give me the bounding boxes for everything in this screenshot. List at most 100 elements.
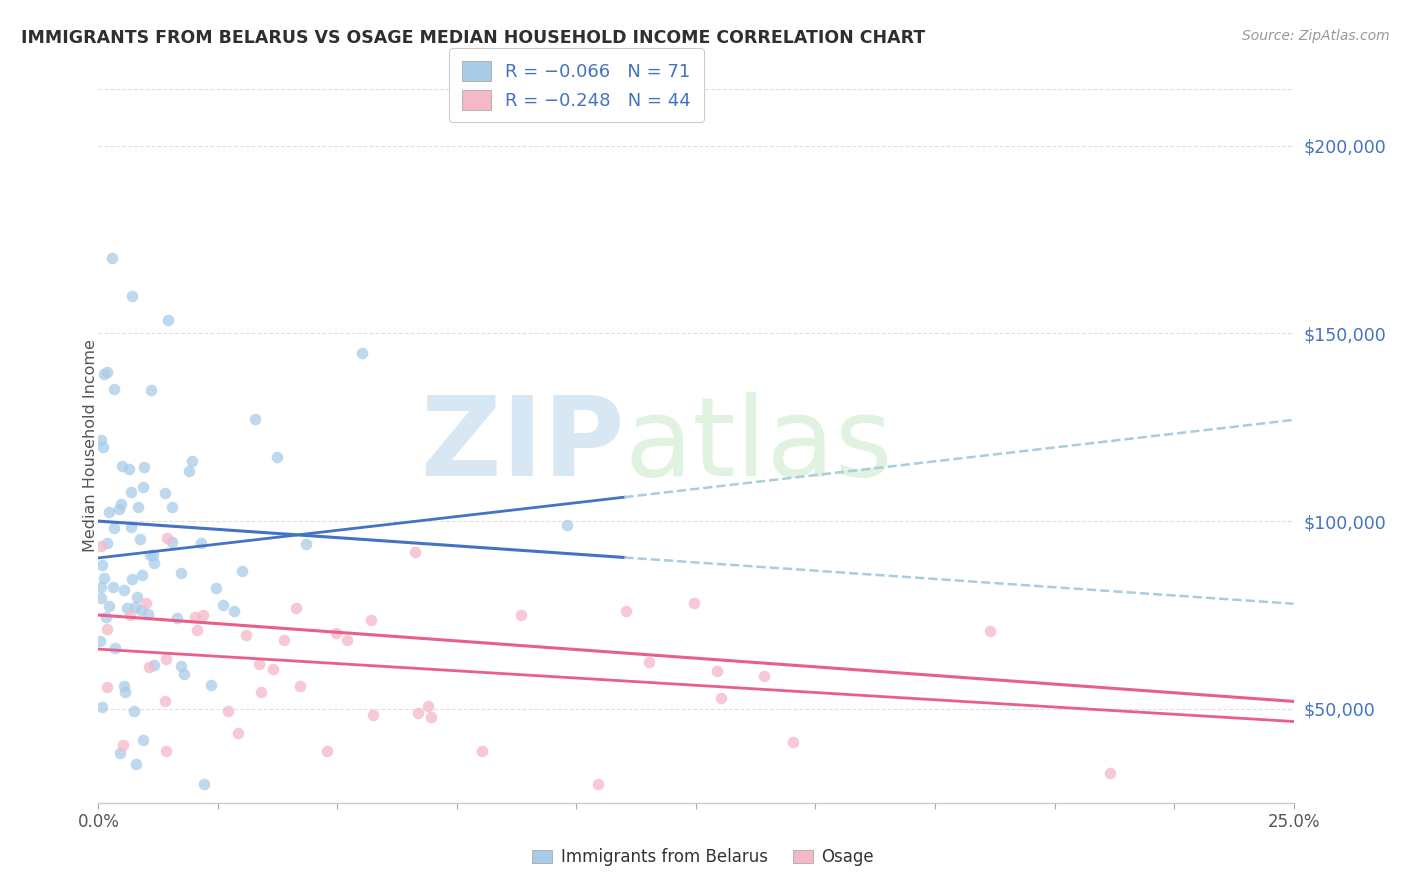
Point [979,624,1001,638]
Point [91,700,114,714]
Point [118,462,141,476]
Point [93,571,115,585]
Point [156,531,179,545]
Point [186,623,208,637]
Point [139,383,162,397]
Point [94,610,117,624]
Point [138,660,160,674]
Point [127,590,149,604]
Point [638,655,661,669]
Point [112,583,135,598]
Point [709,690,731,705]
Point [120,520,142,534]
Point [96,680,118,694]
Point [586,777,609,791]
Point [110,747,132,761]
Point [129,603,152,617]
Point [153,485,176,500]
Point [153,694,176,708]
Point [125,757,148,772]
Point [193,607,215,622]
Point [121,289,143,303]
Point [290,679,312,693]
Point [173,666,195,681]
Point [273,632,295,647]
Point [205,582,228,596]
Point [184,609,207,624]
Point [134,460,156,475]
Point [93,367,115,381]
Point [179,463,201,477]
Point [108,501,131,516]
Point [96,365,118,379]
Point [416,698,439,713]
Point [160,500,183,514]
Legend: Immigrants from Belarus, Osage: Immigrants from Belarus, Osage [526,842,880,873]
Point [89,633,111,648]
Point [170,566,193,580]
Point [262,662,284,676]
Point [157,313,180,327]
Point [245,412,267,426]
Point [190,535,212,549]
Point [350,346,373,360]
Point [90,433,112,447]
Point [135,596,157,610]
Point [683,596,706,610]
Point [325,625,347,640]
Text: ZIP: ZIP [420,392,624,500]
Point [121,572,143,586]
Point [104,641,127,656]
Point [706,665,728,679]
Point [155,652,177,666]
Point [419,710,441,724]
Point [142,657,165,672]
Point [170,659,193,673]
Point [193,777,215,791]
Point [250,685,273,699]
Point [103,382,125,396]
Point [131,568,153,582]
Point [614,605,637,619]
Point [101,581,124,595]
Point [112,738,135,752]
Point [90,591,112,605]
Point [212,599,235,613]
Point [266,450,288,465]
Point [90,580,112,594]
Point [361,707,384,722]
Point [122,704,145,718]
Point [200,678,222,692]
Point [96,622,118,636]
Point [91,440,114,454]
Point [1098,766,1121,780]
Point [129,532,152,546]
Point [110,497,132,511]
Point [124,599,146,614]
Point [408,706,430,720]
Legend: R = −0.066   N = 71, R = −0.248   N = 44: R = −0.066 N = 71, R = −0.248 N = 44 [450,48,703,122]
Point [180,454,202,468]
Point [166,611,188,625]
Point [360,613,382,627]
Point [404,545,426,559]
Point [114,680,136,694]
Point [110,459,132,474]
Point [132,480,155,494]
Point [96,536,118,550]
Text: IMMIGRANTS FROM BELARUS VS OSAGE MEDIAN HOUSEHOLD INCOME CORRELATION CHART: IMMIGRANTS FROM BELARUS VS OSAGE MEDIAN … [21,29,925,46]
Point [316,744,339,758]
Point [115,601,138,615]
Point [127,500,149,514]
Point [90,558,112,573]
Point [100,251,122,265]
Point [285,600,308,615]
Point [120,608,142,623]
Point [235,628,257,642]
Point [114,684,136,698]
Point [555,518,578,533]
Y-axis label: Median Household Income: Median Household Income [83,340,97,552]
Point [98,505,121,519]
Point [90,540,112,554]
Point [120,484,142,499]
